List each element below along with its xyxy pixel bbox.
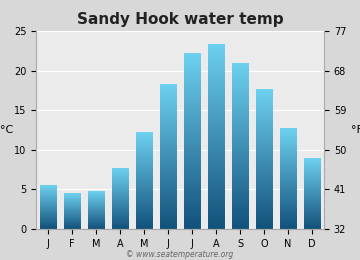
Y-axis label: °C: °C: [0, 125, 13, 135]
Y-axis label: °F: °F: [351, 125, 360, 135]
Title: Sandy Hook water temp: Sandy Hook water temp: [77, 12, 283, 27]
Text: © www.seatemperature.org: © www.seatemperature.org: [126, 250, 234, 259]
